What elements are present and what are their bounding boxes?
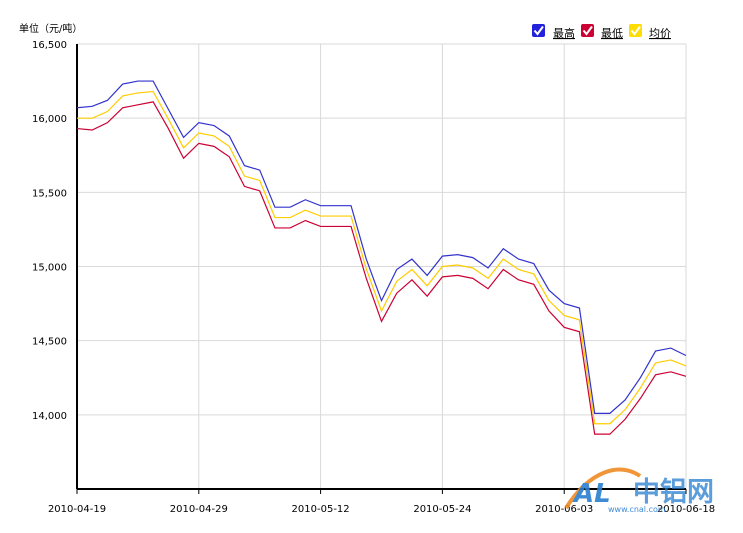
logo-mark: AL (572, 479, 611, 509)
checkbox-icon[interactable] (629, 24, 642, 37)
x-tick-label: 2010-05-24 (413, 504, 471, 515)
y-axis-unit-label: 单位（元/吨） (19, 22, 82, 35)
y-tick-label: 16,500 (32, 40, 67, 51)
series-layer (76, 80, 687, 435)
y-tick-label: 14,500 (32, 337, 67, 348)
checkbox-icon[interactable] (581, 24, 594, 37)
legend-item-low[interactable]: 最低 (581, 24, 623, 40)
x-tick-label: 2010-06-18 (657, 504, 715, 515)
legend-label-high[interactable]: 最高 (553, 26, 575, 40)
grid-layer (76, 43, 687, 489)
logo-url: www.cnal.com (608, 505, 666, 514)
x-tick-label: 2010-04-29 (170, 504, 228, 515)
y-tick-layer: 14,000 14,500 15,000 15,500 16,000 16,500 (32, 40, 67, 422)
legend-label-avg[interactable]: 均价 (649, 27, 671, 40)
y-tick-label: 14,000 (32, 411, 67, 422)
legend-item-high[interactable]: 最高 (532, 24, 575, 40)
legend: 最高 最低 均价 (532, 24, 671, 40)
check-mark-icon (533, 25, 544, 36)
watermark-logo: AL 中铝网 www.cnal.com (564, 467, 714, 514)
checkbox-icon[interactable] (532, 24, 545, 37)
axis-layer (76, 44, 687, 494)
legend-label-low[interactable]: 最低 (601, 27, 623, 40)
series-high-line (76, 80, 687, 414)
check-mark-icon (582, 25, 593, 36)
logo-swoosh-icon (564, 467, 642, 510)
x-tick-label: 2010-05-12 (292, 504, 350, 515)
legend-item-avg[interactable]: 均价 (629, 24, 671, 40)
series-avg-line (77, 90, 687, 425)
x-tick-label: 2010-04-19 (48, 504, 106, 515)
y-tick-label: 15,000 (32, 263, 67, 274)
y-tick-label: 15,500 (32, 188, 67, 199)
x-tick-label: 2010-06-03 (535, 504, 593, 515)
check-mark-icon (630, 25, 641, 36)
y-tick-label: 16,000 (32, 114, 67, 125)
x-tick-layer: 2010-04-19 2010-04-29 2010-05-12 2010-05-24… (48, 504, 715, 515)
logo-brand: 中铝网 (633, 477, 714, 508)
series-low-line (76, 101, 687, 435)
